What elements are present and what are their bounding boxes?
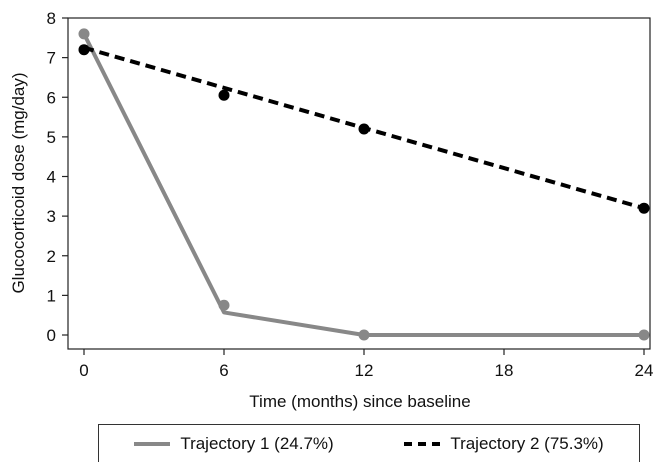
x-axis-label: Time (months) since baseline: [249, 392, 470, 411]
x-tick-label-24: 24: [635, 361, 654, 380]
data-point-trajectory-1-2: [358, 329, 370, 341]
legend-item-trajectory-1: Trajectory 1 (24.7%): [134, 433, 334, 454]
x-tick-label-18: 18: [495, 361, 514, 380]
y-tick-label-2: 2: [47, 247, 56, 266]
data-point-trajectory-2-3: [638, 202, 650, 214]
y-tick-label-8: 8: [47, 9, 56, 28]
y-tick-label-7: 7: [47, 49, 56, 68]
y-tick-label-4: 4: [47, 168, 56, 187]
data-point-trajectory-1-0: [78, 28, 90, 40]
legend-item-trajectory-2: Trajectory 2 (75.3%): [404, 433, 604, 454]
x-tick-label-6: 6: [219, 361, 228, 380]
series-group: [78, 28, 650, 341]
x-tick-label-0: 0: [79, 361, 88, 380]
y-axis-label: Glucocorticoid dose (mg/day): [9, 72, 28, 293]
legend-label-trajectory-1: Trajectory 1 (24.7%): [180, 433, 334, 453]
legend-swatch-trajectory-1: [134, 441, 171, 446]
y-tick-label-6: 6: [47, 88, 56, 107]
data-point-trajectory-2-1: [218, 89, 230, 101]
y-tick-label-3: 3: [47, 207, 56, 226]
y-tick-label-5: 5: [47, 128, 56, 147]
data-point-trajectory-2-2: [358, 123, 370, 135]
series-line-trajectory-1: [82, 31, 646, 337]
y-tick-label-1: 1: [47, 286, 56, 305]
data-point-trajectory-1-3: [638, 329, 650, 341]
legend: Trajectory 1 (24.7%) Trajectory 2 (75.3%…: [98, 424, 640, 462]
plot-frame: [67, 17, 651, 350]
data-point-trajectory-1-1: [218, 299, 230, 311]
x-tick-label-12: 12: [355, 361, 374, 380]
y-tick-label-0: 0: [47, 326, 56, 345]
legend-swatch-trajectory-2: [404, 441, 441, 446]
data-point-trajectory-2-0: [78, 44, 90, 56]
legend-label-trajectory-2: Trajectory 2 (75.3%): [450, 433, 604, 453]
